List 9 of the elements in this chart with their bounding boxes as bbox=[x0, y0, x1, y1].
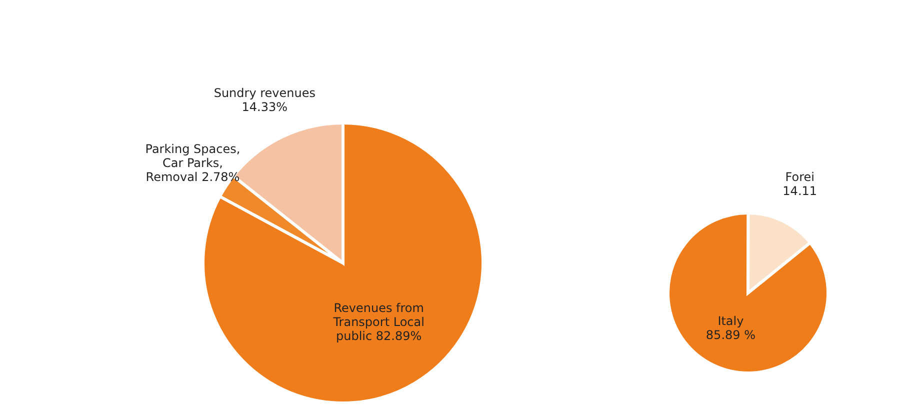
data-label: 14.33% bbox=[242, 100, 288, 114]
pie-slice bbox=[666, 212, 830, 374]
slice-label: Revenues from Transport Local public 82.89% bbox=[332, 301, 424, 344]
slice-label: Forei bbox=[785, 170, 814, 184]
data-label: 85.89 % bbox=[706, 328, 756, 342]
slice-label: Parking Spaces, Car Parks, Removal 2.78% bbox=[145, 142, 240, 184]
data-label: 14.11 bbox=[782, 184, 818, 198]
slice-label: Sundry revenues bbox=[214, 86, 316, 100]
slice-label: Italy bbox=[718, 314, 744, 328]
